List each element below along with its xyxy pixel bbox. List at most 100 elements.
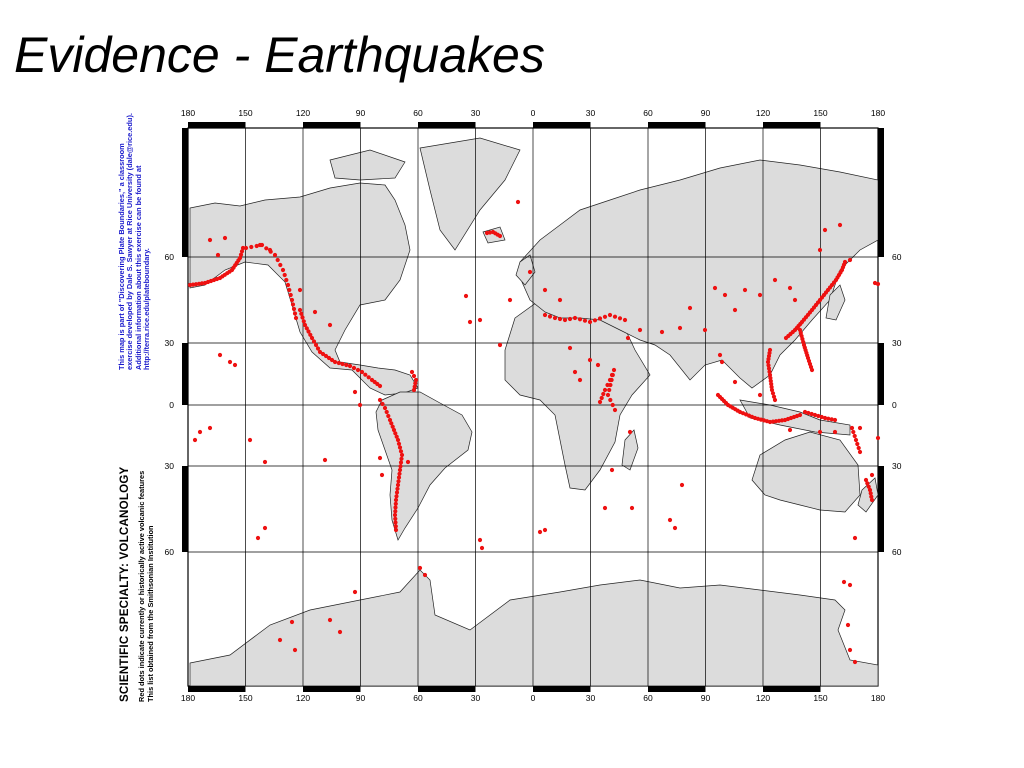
lon-label: 120 [756, 108, 770, 118]
volcano-marker [275, 257, 280, 263]
volcano-marker [557, 297, 563, 303]
lon-label: 180 [181, 693, 195, 703]
volcano-marker [605, 392, 611, 398]
volcano-marker [399, 452, 405, 458]
volcano-marker [393, 516, 398, 521]
lat-label: 30 [892, 461, 902, 471]
volcano-marker [852, 535, 858, 541]
new-zealand [857, 477, 879, 513]
volcano-marker [612, 407, 618, 413]
volcano-marker [255, 535, 261, 541]
volcano-marker [841, 579, 847, 585]
volcano-marker [605, 382, 610, 388]
volcano-marker [609, 467, 615, 473]
lon-label: 150 [813, 693, 827, 703]
volcano-marker [292, 311, 298, 316]
volcano-marker [717, 352, 723, 358]
volcano-marker [394, 494, 399, 499]
volcano-marker [267, 247, 273, 253]
volcano-marker [387, 417, 393, 423]
volcano-marker [393, 520, 398, 525]
volcano-marker [309, 335, 315, 341]
volcano-marker [264, 246, 269, 251]
volcano-marker [845, 622, 851, 628]
volcano-marker [463, 293, 469, 299]
lon-label: 90 [356, 108, 366, 118]
volcano-marker [542, 312, 548, 318]
volcano-marker [289, 619, 295, 625]
volcano-marker [629, 505, 635, 511]
volcano-marker [607, 312, 613, 318]
volcano-marker [592, 318, 598, 323]
volcano-marker [853, 437, 859, 443]
volcano-marker [389, 421, 394, 426]
volcano-marker [856, 445, 861, 451]
lat-label: 60 [892, 252, 902, 262]
volcano-marker [287, 287, 292, 293]
volcano-marker [869, 472, 875, 478]
volcano-marker [817, 429, 823, 435]
volcano-marker [611, 367, 617, 373]
land-masses [189, 137, 879, 687]
volcano-markers [187, 199, 881, 665]
volcano-marker [829, 417, 834, 422]
latitude-labels-left: 60 30 0 30 60 [165, 252, 175, 557]
volcano-marker [262, 459, 268, 465]
volcano-marker [357, 402, 363, 408]
volcano-marker [672, 525, 678, 531]
volcano-marker [384, 409, 389, 415]
volcano-marker [567, 316, 573, 322]
lon-label: 60 [643, 108, 653, 118]
volcano-marker [765, 359, 771, 365]
volcano-marker [625, 335, 631, 341]
volcano-marker [742, 287, 748, 293]
volcano-marker [422, 572, 428, 578]
volcano-marker [359, 369, 365, 375]
volcano-marker [390, 424, 395, 429]
volcano-marker [822, 227, 828, 233]
lat-label: 60 [892, 547, 902, 557]
volcano-marker [772, 397, 778, 403]
volcano-marker [822, 415, 828, 421]
volcano-marker [787, 285, 793, 291]
volcano-marker [398, 449, 404, 454]
volcano-marker [377, 383, 383, 389]
volcano-marker [732, 379, 738, 385]
volcano-marker [602, 387, 608, 393]
volcano-marker [254, 243, 259, 249]
volcano-marker [411, 373, 417, 379]
volcano-marker [602, 314, 608, 319]
volcano-marker [396, 479, 401, 484]
volcano-marker [817, 247, 823, 253]
volcano-marker [507, 297, 513, 303]
lat-label: 60 [165, 252, 175, 262]
japan [825, 284, 846, 321]
volcano-marker [608, 397, 613, 403]
volcano-marker [300, 315, 305, 320]
volcano-marker [363, 372, 368, 377]
volcano-marker [217, 352, 223, 358]
lat-label: 0 [169, 400, 174, 410]
volcano-marker [386, 413, 391, 419]
volcano-marker [380, 401, 385, 407]
volcano-marker [687, 305, 693, 311]
volcano-marker [272, 252, 278, 258]
graticule [188, 128, 878, 686]
volcano-marker [393, 524, 398, 529]
volcano-marker [239, 249, 245, 254]
lon-label: 30 [586, 693, 596, 703]
legend-line: Red dots indicate currently or historica… [137, 470, 146, 702]
greenland [419, 137, 521, 251]
volcano-marker [597, 399, 603, 405]
volcano-marker [280, 267, 286, 273]
volcano-marker [677, 325, 683, 331]
lon-label: 0 [531, 693, 536, 703]
volcano-marker [413, 377, 419, 383]
volcano-marker [816, 413, 821, 419]
volcano-marker [849, 425, 855, 431]
volcano-marker [806, 410, 811, 416]
volcano-marker [396, 441, 402, 446]
volcano-marker [395, 437, 401, 443]
volcano-marker [192, 437, 198, 443]
volcano-marker [809, 411, 814, 417]
